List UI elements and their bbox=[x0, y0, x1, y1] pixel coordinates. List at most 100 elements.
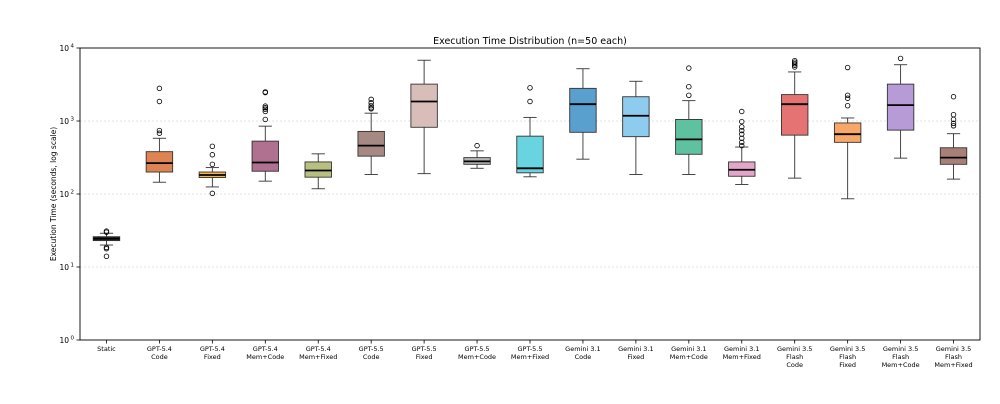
box-group bbox=[675, 65, 703, 175]
iqr-box bbox=[569, 87, 597, 133]
y-tick-base: 10 bbox=[59, 117, 69, 126]
box-group bbox=[198, 143, 227, 197]
outlier-point bbox=[739, 142, 745, 149]
iqr-box bbox=[145, 151, 174, 173]
x-tick-label: GPT-5.5 Fixed bbox=[412, 345, 437, 361]
iqr-box bbox=[357, 130, 385, 157]
outlier-point bbox=[262, 106, 268, 112]
x-tick-label-line: Fixed bbox=[416, 353, 433, 361]
outlier-point bbox=[686, 92, 692, 98]
x-tick-label-line: GPT-5.4 bbox=[306, 345, 331, 353]
outlier-point bbox=[792, 60, 798, 67]
x-tick-label-line: Gemini 3.5 bbox=[830, 345, 866, 353]
x-tick-label-line: Fixed bbox=[627, 353, 644, 361]
x-tick-label: Gemini 3.1 Mem+Fixed bbox=[723, 345, 761, 361]
iqr-box bbox=[886, 83, 915, 131]
box-group bbox=[781, 57, 809, 179]
box-group bbox=[463, 142, 491, 169]
x-tick-label-line: Code bbox=[575, 353, 592, 361]
x-tick-label-line: Mem+Code bbox=[246, 353, 284, 361]
x-tick-label-line: Fixed bbox=[204, 353, 221, 361]
outlier-point bbox=[950, 116, 957, 123]
y-tick-exponent: 3 bbox=[71, 117, 75, 123]
x-tick-label: GPT-5.4 Fixed bbox=[200, 345, 225, 361]
outlier-point bbox=[209, 161, 216, 168]
iqr-box bbox=[833, 122, 862, 143]
x-tick-label: GPT-5.5 Mem+Code bbox=[458, 345, 496, 361]
box-group bbox=[622, 80, 650, 175]
box-group bbox=[357, 96, 385, 175]
x-tick-label-line: Code bbox=[151, 353, 168, 361]
x-tick-label-line: Fixed bbox=[839, 361, 856, 369]
outlier-point bbox=[209, 143, 216, 150]
iqr-box bbox=[939, 147, 968, 165]
outlier-point bbox=[739, 135, 745, 141]
outlier-point bbox=[156, 85, 163, 92]
box-group bbox=[516, 85, 544, 178]
x-tick-label: GPT-5.4 Mem+Fixed bbox=[299, 345, 337, 361]
y-tick-exponent: 2 bbox=[71, 190, 75, 196]
outlier-point bbox=[262, 116, 268, 123]
y-tick-base: 10 bbox=[59, 44, 69, 53]
x-tick-label-line: Mem+Fixed bbox=[723, 353, 761, 361]
outlier-point bbox=[209, 152, 216, 158]
x-tick-label-line: Mem+Fixed bbox=[934, 361, 972, 369]
y-tick-label: 10 2 bbox=[59, 190, 74, 200]
box-group bbox=[92, 228, 121, 260]
x-tick-label-line: Code bbox=[786, 361, 803, 369]
x-tick-label: Gemini 3.5 Flash Code bbox=[777, 345, 813, 369]
outlier-point bbox=[262, 103, 268, 109]
x-tick-label-line: Mem+Code bbox=[882, 361, 920, 369]
outlier-point bbox=[368, 100, 374, 106]
boxes-layer bbox=[92, 55, 968, 260]
chart-title: Execution Time Distribution (n=50 each) bbox=[433, 36, 627, 47]
outlier-point bbox=[156, 127, 163, 134]
x-tick-label-line: Static bbox=[97, 345, 116, 353]
iqr-box bbox=[410, 83, 438, 128]
x-tick-label: Gemini 3.1 Fixed bbox=[618, 345, 654, 361]
iqr-box bbox=[675, 119, 703, 155]
x-tick-label-line: Gemini 3.1 bbox=[671, 345, 707, 353]
outlier-point bbox=[262, 108, 268, 115]
outlier-point bbox=[209, 190, 216, 197]
x-tick-label-line: GPT-5.5 bbox=[412, 345, 437, 353]
outlier-point bbox=[739, 127, 745, 134]
outlier-point bbox=[897, 55, 904, 62]
y-tick-exponent: 4 bbox=[71, 44, 75, 50]
iqr-box bbox=[781, 94, 809, 136]
outlier-point bbox=[103, 229, 110, 235]
x-tick-label-line: GPT-5.5 bbox=[517, 345, 542, 353]
outlier-point bbox=[739, 124, 745, 130]
outlier-point bbox=[950, 94, 957, 100]
x-tick-label-line: Flash bbox=[839, 353, 856, 361]
x-tick-label-line: Gemini 3.1 bbox=[618, 345, 654, 353]
outlier-point bbox=[844, 103, 851, 109]
y-tick-base: 10 bbox=[59, 336, 69, 345]
outlier-point bbox=[103, 253, 110, 260]
outlier-point bbox=[844, 95, 851, 101]
x-tick-label-line: GPT-5.4 bbox=[147, 345, 172, 353]
y-axis-label: Execution Time (seconds, log scale) bbox=[49, 127, 58, 261]
outlier-point bbox=[368, 96, 374, 103]
box-group bbox=[251, 89, 279, 182]
x-tick-label: Gemini 3.5 Flash Mem+Fixed bbox=[934, 345, 972, 369]
outlier-point bbox=[739, 139, 745, 146]
x-tick-label: Gemini 3.1 Mem+Code bbox=[670, 345, 708, 361]
outlier-point bbox=[739, 131, 745, 137]
iqr-box bbox=[516, 135, 544, 174]
outlier-point bbox=[792, 64, 798, 70]
y-tick-label: 10 1 bbox=[59, 263, 74, 273]
outlier-point bbox=[739, 118, 745, 125]
outlier-point bbox=[368, 103, 374, 109]
outlier-point bbox=[844, 64, 851, 71]
plot-frame bbox=[79, 47, 981, 341]
y-tick-exponent: 0 bbox=[71, 336, 75, 342]
outlier-point bbox=[103, 246, 110, 252]
y-tick-label: 10 4 bbox=[59, 44, 74, 54]
x-tick-label-line: Flash bbox=[786, 353, 803, 361]
outlier-point bbox=[792, 62, 798, 68]
outlier-point bbox=[950, 120, 957, 127]
box-group bbox=[886, 55, 915, 159]
